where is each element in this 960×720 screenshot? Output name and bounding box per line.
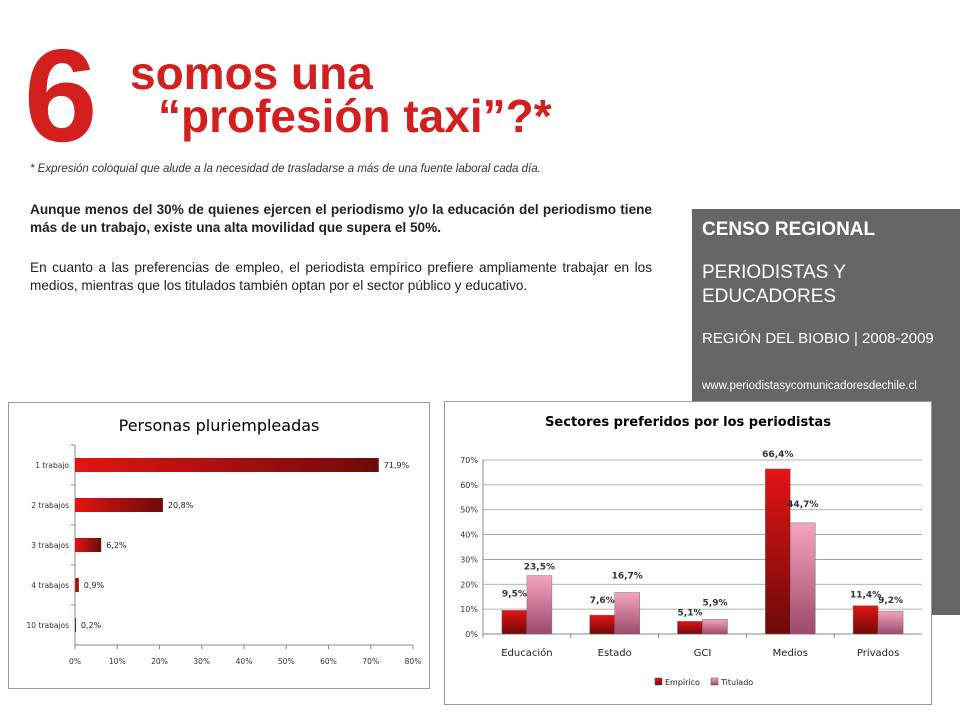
chart2-y-tick-label: 20% (460, 580, 478, 589)
chart1-data-label: 20,8% (168, 501, 194, 510)
page-title-line1: somos una (130, 47, 373, 99)
chart2-bar-empirico (589, 614, 615, 635)
chart2-data-label: 5,9% (703, 598, 728, 608)
chart1-category-label: 4 trabajos (31, 581, 69, 590)
chart2-bar-titulado (790, 522, 816, 635)
chart1-bar (75, 498, 163, 512)
chart2-legend-label: Empírico (665, 678, 700, 687)
chart2-legend-swatch (710, 677, 719, 686)
chart1-data-label: 71,9% (384, 461, 410, 470)
chart1-x-tick-label: 70% (362, 657, 379, 666)
chart2-bar-titulado (877, 610, 904, 635)
side-panel-subtitle: PERIODISTAS Y EDUCADORES (702, 262, 846, 307)
chart2-y-tick-label: 60% (460, 481, 478, 490)
chart2-bar-titulado (702, 619, 728, 635)
paragraph-bold: Aunque menos del 30% de quienes ejercen … (30, 202, 652, 235)
chart2-data-label: 11,4% (850, 591, 881, 601)
footnote: * Expresión coloquial que alude a la nec… (30, 163, 541, 175)
chart2-category-label: Estado (598, 648, 632, 659)
chart2-bar-empirico (501, 610, 528, 635)
chart1-category-label: 2 trabajos (31, 501, 69, 510)
chart2-bar-titulado (526, 575, 553, 635)
chart1-bar (75, 578, 79, 592)
chart2-data-label: 5,1% (678, 608, 703, 618)
chart1-category-label: 10 trabajos (27, 621, 70, 630)
chart2-y-tick-label: 30% (460, 555, 478, 564)
chart2-y-tick-label: 40% (460, 531, 478, 540)
chart1-title: Personas pluriempleadas (119, 416, 320, 435)
chart2-y-tick-label: 50% (460, 506, 478, 515)
chart2-y-tick-label: 70% (460, 456, 478, 465)
chart2-y-tick-label: 0% (465, 630, 478, 639)
chart-pluriempleadas: Personas pluriempleadas 1 trabajo 71,9% 2 t… (8, 402, 430, 689)
chart2-y-tick-label: 10% (460, 605, 478, 614)
chart2-data-label: 9,5% (502, 589, 527, 599)
chart2-legend-swatch (654, 677, 663, 686)
side-panel-region: REGIÓN DEL BIOBIO | 2008-2009 (702, 330, 934, 347)
chart2-category-label: Educación (501, 647, 552, 659)
chart1-x-tick-label: 20% (151, 657, 168, 666)
side-panel-url[interactable]: www.periodistasycomunicadoresdechile.cl (702, 380, 917, 392)
chart2-legend: Empírico Titulado (654, 677, 753, 687)
chart2-title: Sectores preferidos por los periodistas (545, 415, 831, 430)
chart2-data-label: 9,2% (878, 596, 903, 606)
chart1-data-label: 0,9% (84, 581, 105, 590)
chart1-x-tick-label: 0% (69, 657, 81, 666)
chart1-data-label: 0,2% (81, 621, 102, 630)
chart2-bar-titulado (614, 592, 640, 635)
chart2-bar-empirico (852, 605, 879, 635)
side-panel-heading: CENSO REGIONAL (702, 219, 876, 240)
chart2-data-label: 44,7% (787, 500, 818, 510)
paragraph-normal: En cuanto a las preferencias de empleo, … (30, 260, 652, 293)
chart2-bar-empirico (677, 621, 703, 635)
chart2-data-label: 16,7% (612, 571, 643, 581)
chart1-category-label: 1 trabajo (35, 461, 69, 470)
chart2-category-label: GCI (694, 648, 712, 659)
chart1-bar (75, 538, 102, 552)
chart1-x-tick-label: 50% (278, 657, 295, 666)
chart1-bar (75, 618, 76, 632)
chart2-bar-empirico (765, 468, 791, 635)
section-number: 6 (24, 22, 98, 169)
chart-sectores: Sectores preferidos por los periodistas 0… (444, 401, 932, 705)
chart1-data-label: 6,2% (106, 541, 127, 550)
chart2-category-label: Medios (773, 648, 808, 659)
chart1-x-tick-label: 80% (405, 657, 422, 666)
chart1-category-label: 3 trabajos (31, 541, 69, 550)
chart2-data-label: 66,4% (762, 450, 793, 460)
chart2-data-label: 7,6% (590, 596, 615, 606)
chart1-x-tick-label: 40% (236, 657, 253, 666)
chart1-bar (75, 458, 379, 472)
chart2-category-label: Privados (857, 648, 899, 659)
page-title-line2: “profesión taxi”?* (158, 90, 552, 142)
chart-sectores-svg: Sectores preferidos por los periodistas 0… (460, 415, 922, 687)
chart2-legend-label: Titulado (720, 678, 753, 687)
chart1-x-tick-label: 10% (109, 657, 126, 666)
chart1-x-tick-label: 60% (320, 657, 337, 666)
chart2-data-label: 23,5% (524, 563, 555, 573)
chart-pluriempleadas-svg: Personas pluriempleadas 1 trabajo 71,9% 2 t… (27, 416, 422, 666)
chart1-x-tick-label: 30% (193, 657, 210, 666)
